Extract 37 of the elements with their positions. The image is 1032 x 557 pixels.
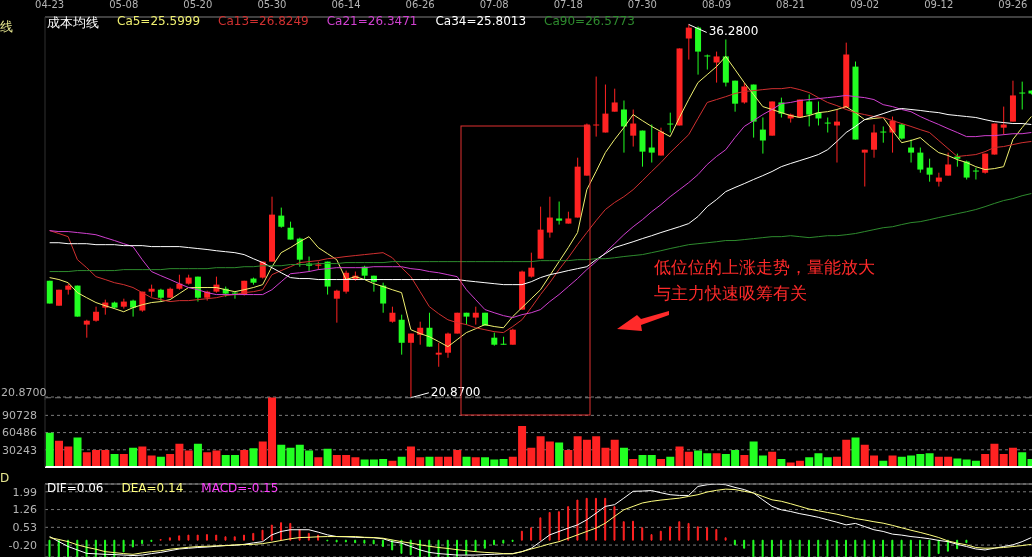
text: MACD=-0.15 [201,481,279,495]
x-tick-label: 04-23 [35,0,65,10]
y-tick-label: 1.26 [12,503,37,517]
x-tick-label: 05-20 [183,0,213,10]
x-tick-label: 09-26 [998,0,1028,10]
text: 线 [0,19,13,34]
annotation: 低位位的上涨走势，量能放大 [654,257,875,277]
annotation: 与主力快速吸筹有关 [654,283,807,303]
text: DIF=0.06 [47,481,104,495]
text: Ca5=25.5999 [117,14,201,28]
text: Ca21=26.3471 [326,14,418,28]
y-tick-label: 1.99 [12,485,37,499]
x-tick-label: 06-14 [331,0,361,10]
text: Ca34=25.8013 [435,14,527,28]
y-tick-label: 90728 [2,409,37,423]
x-tick-label: 08-21 [776,0,806,10]
x-tick-label: 07-30 [627,0,657,10]
x-tick-label: 05-30 [257,0,287,10]
x-tick-label: 09-02 [850,0,880,10]
y-tick-label: 30243 [2,443,37,457]
chart-title: 成本均线 [47,15,99,30]
text: DEA=0.14 [121,481,184,495]
x-tick-label: 09-12 [924,0,954,10]
y-tick-label: -0.20 [8,538,37,552]
text: Ca13=26.8249 [218,14,309,28]
text: D [0,471,10,485]
annotation: 20.8700 [430,384,481,399]
y-tick-label: 60486 [2,426,37,440]
x-tick-label: 06-26 [405,0,435,10]
x-tick-label: 08-09 [701,0,731,10]
annotation: 36.2800 [708,24,759,39]
x-tick-label: 07-18 [553,0,583,10]
annotation: 20.8700 [1,386,47,399]
text: Ca90=26.5773 [544,14,635,28]
x-tick-label: 07-08 [479,0,509,10]
y-tick-label: 0.53 [12,521,37,535]
x-tick-label: 05-08 [109,0,139,10]
